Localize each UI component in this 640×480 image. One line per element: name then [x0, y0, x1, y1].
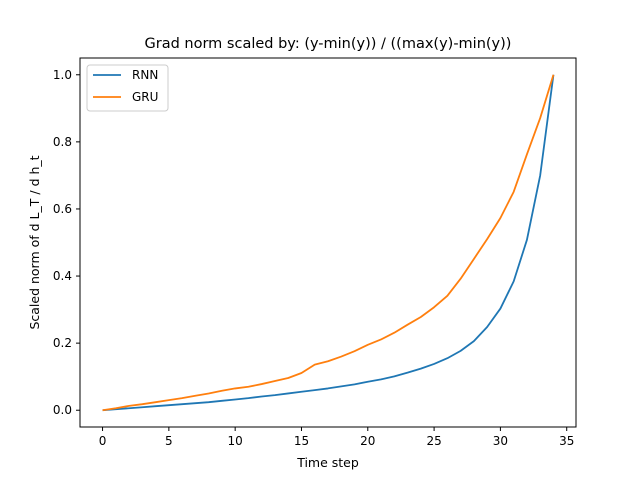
plot-frame [79, 57, 577, 428]
y-axis-label: Scaled norm of d L_T / d h_t [27, 155, 42, 329]
x-tick-label: 20 [360, 434, 375, 448]
y-tick-label: 0.6 [53, 202, 72, 216]
y-tick-label: 0.8 [53, 135, 72, 149]
legend-label-gru: GRU [132, 90, 158, 104]
legend-label-rnn: RNN [132, 68, 158, 82]
x-tick-label: 30 [493, 434, 508, 448]
x-tick-label: 25 [426, 434, 441, 448]
plot-lines [102, 74, 555, 412]
x-axis-label: Time step [296, 455, 359, 470]
y-tick-label: 0.2 [53, 336, 72, 350]
series-line-rnn [102, 74, 555, 412]
y-tick-label: 0.4 [53, 269, 72, 283]
legend-box [86, 64, 169, 112]
x-ticks: 0 5 10 15 20 25 30 35 [99, 427, 574, 448]
y-ticks: 0.0 0.2 0.4 0.6 0.8 1.0 [53, 68, 80, 417]
chart-title: Grad norm scaled by: (y-min(y)) / ((max(… [145, 36, 512, 52]
x-tick-label: 5 [165, 434, 173, 448]
x-tick-label: 0 [99, 434, 107, 448]
x-tick-label: 10 [228, 434, 243, 448]
x-tick-label: 35 [559, 434, 574, 448]
x-tick-label: 15 [294, 434, 309, 448]
y-tick-label: 0.0 [53, 403, 72, 417]
y-tick-label: 1.0 [53, 68, 72, 82]
legend: RNN GRU [86, 64, 169, 112]
series-line-gru [102, 74, 555, 412]
